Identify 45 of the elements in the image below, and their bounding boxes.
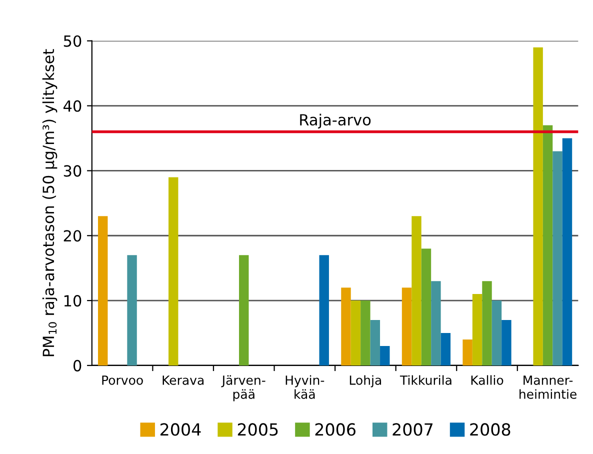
bar (412, 216, 422, 366)
x-tick-label: Järven- pää (221, 375, 266, 402)
x-tick-label: Hyvin- kää (286, 375, 324, 399)
bar (127, 255, 137, 366)
y-tick-label: 10 (64, 295, 82, 307)
bar (482, 281, 492, 366)
y-tick-label: 50 (64, 35, 82, 47)
bar (502, 320, 512, 366)
legend-label: 2008 (470, 423, 510, 436)
legend-label: 2007 (392, 423, 433, 436)
bar (360, 300, 370, 366)
y-tick-label: 30 (64, 165, 82, 177)
x-tick-label: Porvoo (102, 376, 143, 385)
bar (552, 151, 562, 366)
legend-label: 2006 (315, 423, 356, 436)
bar (472, 294, 482, 366)
ref-line-label: Raja-arvo (300, 114, 371, 129)
bar (542, 125, 553, 366)
bar (380, 346, 390, 366)
x-tick-label: Tikkurila (400, 375, 452, 385)
x-tick-label: Kerava (162, 376, 204, 385)
x-tick-label: Kallio (471, 375, 504, 385)
bar (402, 288, 412, 366)
x-tick-label: Lohja (350, 375, 382, 388)
bar (440, 333, 451, 366)
bar (462, 340, 472, 366)
bar (370, 320, 380, 366)
bar (319, 255, 329, 366)
bar (239, 255, 249, 366)
y-axis-title: PM$_{10}$ raja-arvotason (50 µg/m³) ylitykset (42, 49, 58, 356)
bar (341, 288, 351, 366)
bar (533, 47, 543, 366)
y-tick-label: 0 (73, 360, 82, 372)
y-tick-label: 20 (64, 230, 82, 242)
bar (492, 300, 502, 366)
bar (350, 300, 361, 366)
legend-label: 2005 (238, 423, 278, 436)
x-tick-label: Manner- heimintie (520, 376, 576, 399)
bar (168, 177, 178, 366)
bar (562, 138, 572, 366)
y-tick-label: 40 (64, 100, 82, 112)
bar (431, 281, 441, 366)
legend-label: 2004 (160, 423, 201, 436)
bar (98, 216, 108, 366)
bar (421, 248, 432, 366)
